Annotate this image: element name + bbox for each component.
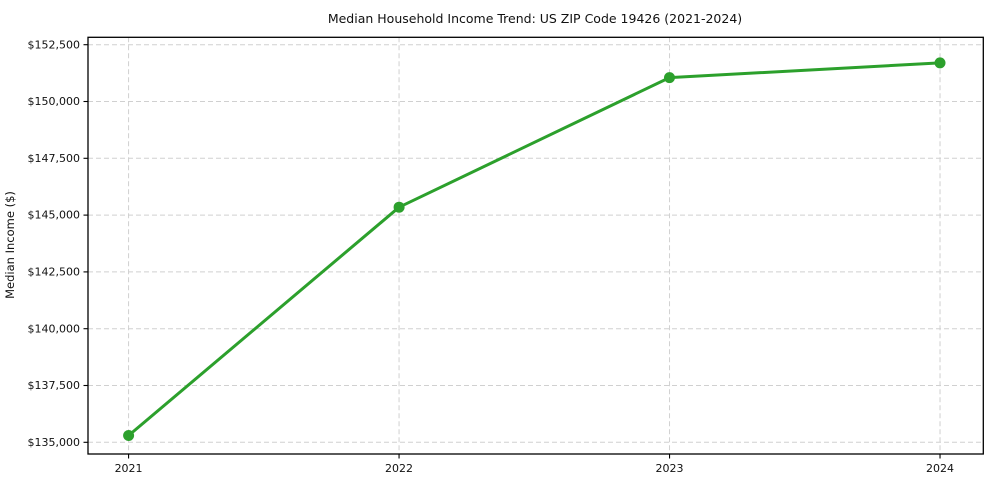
income-trend-line [127,61,942,437]
y-tick-label: $135,000 [28,436,81,449]
y-tick-label: $137,500 [28,379,81,392]
y-tick-label: $152,500 [28,38,81,51]
x-tick-label: 2022 [385,462,413,475]
y-tick-label: $145,000 [28,209,81,222]
data-point-marker [123,430,135,441]
y-tick-label: $150,000 [28,95,81,108]
data-point-marker [934,57,946,69]
x-tick-label: 2023 [656,462,684,475]
x-tick-labels: 2021 2022 2023 2024 [115,462,954,475]
y-tick-labels: $135,000 $137,500 $140,000 $142,500 $145,000… [28,38,81,449]
y-tick-label: $147,500 [28,152,81,165]
x-tick-label: 2021 [115,462,143,475]
y-tick-label: $140,000 [28,322,81,335]
axis-ticks [83,44,941,459]
y-axis-label: Median Income ($) [3,191,17,299]
y-tick-label: $142,500 [28,266,81,279]
x-tick-label: 2024 [926,462,954,475]
data-point-marker [664,72,675,84]
plot-border [87,36,984,455]
chart-title: Median Household Income Trend: US ZIP Co… [328,11,742,26]
gridlines [88,37,984,454]
data-point-marker [393,201,405,213]
data-series [123,57,946,441]
